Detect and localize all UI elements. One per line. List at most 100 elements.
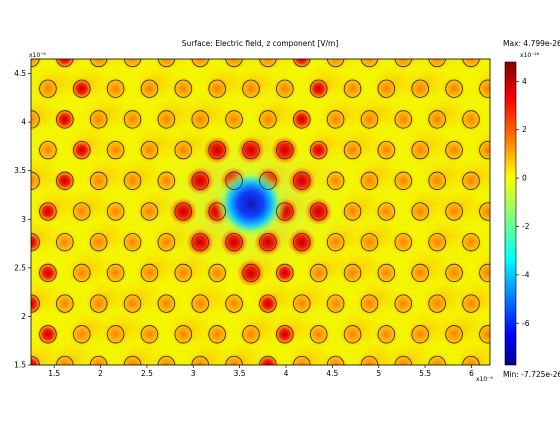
rod-circle (462, 110, 480, 129)
field-spot (188, 353, 213, 365)
rod-circle (293, 59, 311, 68)
x-axis: 1.5 2 2.5 3 3.5 4 4.5 5 5.5 6 (48, 365, 474, 378)
rod-circle (293, 233, 311, 252)
rod-circle (191, 110, 209, 129)
field-spot (236, 136, 265, 165)
colorbar-tick-label: -4 (522, 270, 530, 279)
rod-circle (106, 263, 125, 283)
rod-circle (242, 263, 260, 283)
field-spot (323, 353, 348, 365)
rod-circle (89, 233, 108, 252)
rod-circle (225, 59, 243, 68)
field-spot (475, 322, 490, 347)
x-tick-label: 1.5 (48, 369, 60, 378)
colorbar-tick-label: -2 (522, 222, 530, 231)
rod-circle (394, 294, 413, 313)
colorbar-tick-label: -6 (522, 319, 530, 328)
rod-circle (309, 325, 328, 344)
rod-circle (343, 325, 362, 344)
rod-circle (242, 325, 260, 344)
rod-circle (89, 171, 108, 190)
x-tick-label: 3.5 (234, 369, 246, 378)
rod-circle (174, 202, 193, 221)
rod-circle (326, 171, 345, 190)
rod-circle (123, 171, 142, 190)
rod-circle (174, 79, 193, 98)
rod-circle (123, 110, 142, 129)
rod-circle (208, 140, 226, 160)
field-spot (169, 197, 198, 226)
rod-circle (343, 140, 362, 160)
rod-circle (157, 233, 176, 252)
x-tick-label: 5 (376, 369, 381, 378)
rod-circle (276, 140, 294, 160)
rod-circle (309, 140, 328, 160)
rod-circle (56, 233, 74, 252)
rod-circle (394, 110, 413, 129)
rod-circle (208, 263, 226, 283)
y-tick-label: 3 (21, 215, 26, 224)
rod-circle (394, 59, 412, 68)
rod-circle (360, 233, 379, 252)
field-spot (120, 59, 145, 71)
rod-circle (31, 110, 40, 129)
rod-circle (276, 263, 294, 283)
rod-circle (309, 202, 328, 221)
field-spot (120, 353, 145, 365)
rod-circle (326, 110, 345, 129)
rod-circle (157, 171, 176, 190)
rod-circle (411, 79, 429, 98)
field-spot (475, 199, 490, 224)
rod-circle (445, 140, 463, 160)
rod-circle (56, 110, 74, 129)
rod-circle (225, 110, 243, 129)
rod-circle (377, 140, 396, 160)
rod-circle (259, 294, 277, 313)
rod-circle (123, 294, 142, 313)
field-spot (236, 258, 265, 287)
rod-circle (39, 325, 57, 344)
y-tick-label: 1.5 (14, 361, 26, 370)
colorbar-ticks: 4 2 0 -2 -4 -6 (516, 77, 530, 328)
field-spot (53, 108, 76, 131)
rod-circle (428, 233, 446, 252)
field-spot (154, 353, 179, 365)
rod-circle (39, 79, 57, 98)
colorbar-min-label: Min: -7.725e-26 (503, 370, 560, 379)
x-tick-label: 4 (284, 369, 289, 378)
rod-circle (140, 140, 159, 160)
field-heatmap (31, 59, 490, 365)
rod-circle (73, 202, 91, 221)
rod-circle (462, 233, 480, 252)
rod-circle (360, 294, 379, 313)
rod-circle (73, 263, 91, 283)
field-spot (391, 59, 416, 71)
y-tick-label: 2.5 (14, 263, 26, 272)
rod-circle (174, 263, 193, 283)
field-spot (86, 59, 111, 71)
y-axis: 1.5 2 2.5 3 3.5 4 4.5 (14, 69, 31, 370)
chart-title: Surface: Electric field, z component [V/… (182, 39, 339, 48)
rod-circle (479, 263, 490, 283)
field-spot (290, 59, 313, 70)
rod-circle (106, 202, 125, 221)
rod-circle (106, 325, 125, 344)
rod-circle (140, 263, 159, 283)
rod-circle (428, 110, 446, 129)
rod-circle (411, 263, 429, 283)
colorbar-multiplier: x10⁻²⁶ (520, 52, 540, 59)
field-spot (307, 77, 330, 100)
field-spot (475, 76, 490, 101)
rod-circle (157, 59, 176, 68)
rod-circle (191, 171, 209, 190)
colorbar-max-label: Max: 4.799e-26 (503, 39, 560, 48)
rod-circle (343, 79, 362, 98)
rod-circle (242, 140, 260, 160)
rod-circle (140, 202, 159, 221)
field-spot (425, 353, 450, 365)
rod-circle (225, 171, 243, 190)
rod-circle (174, 140, 193, 160)
field-spot (458, 353, 483, 365)
rod-circle (360, 171, 379, 190)
